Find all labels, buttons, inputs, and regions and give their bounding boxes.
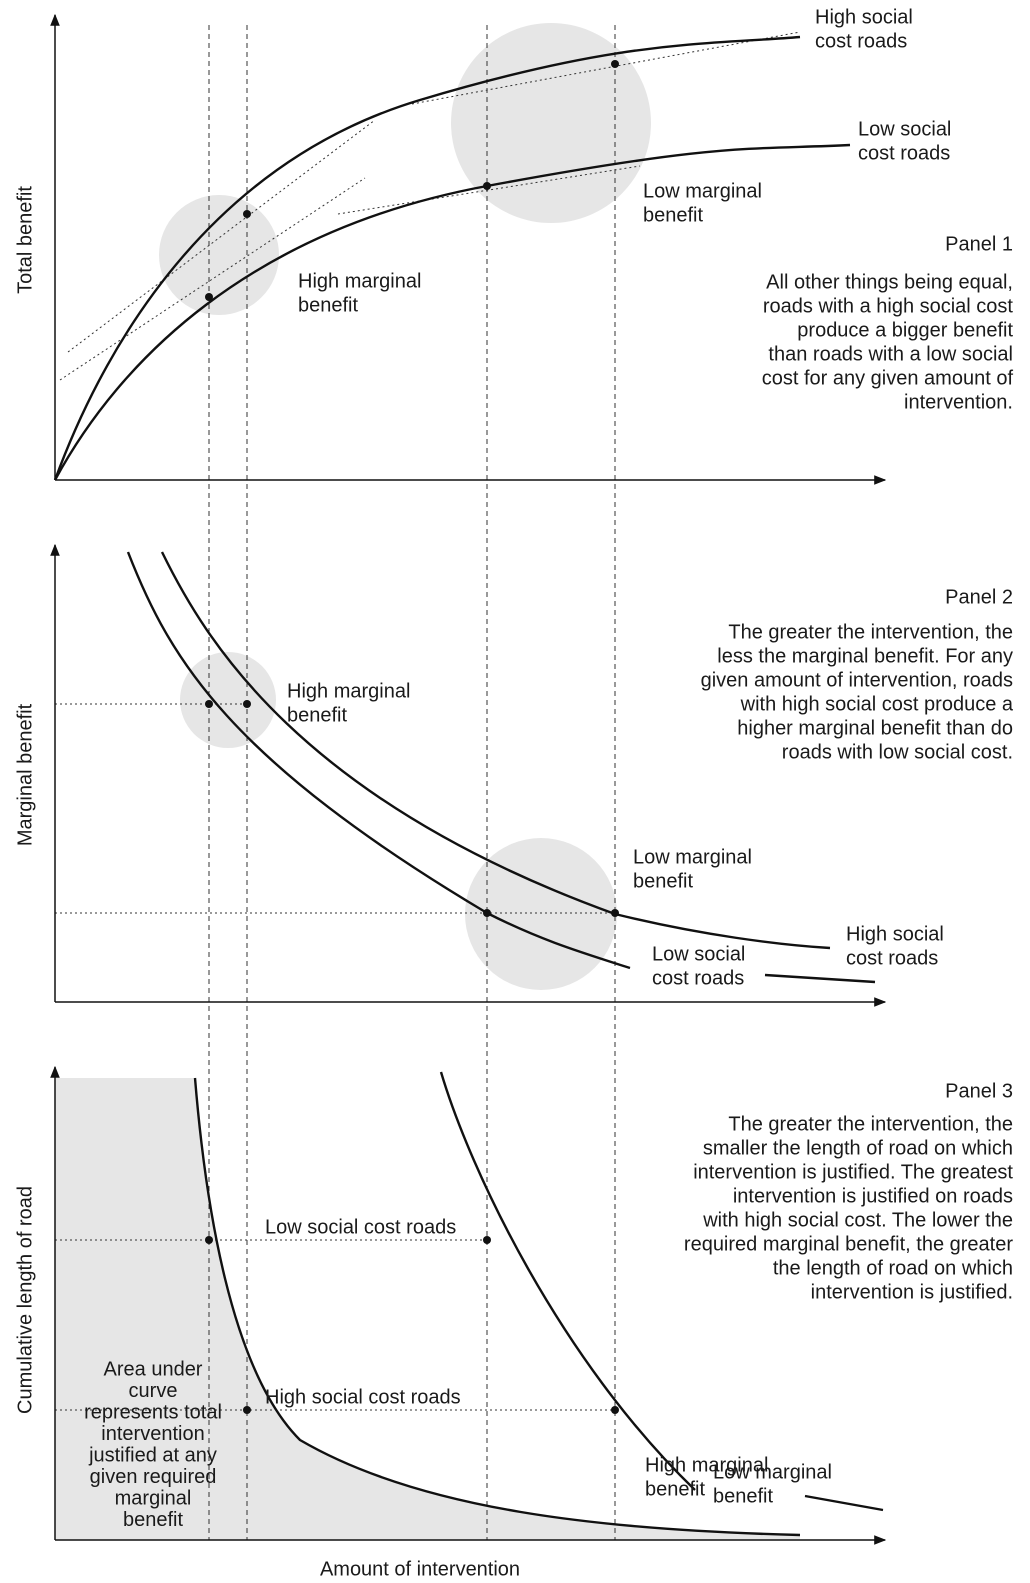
curve-label: cost roads (652, 967, 744, 989)
panel-description: intervention is justified on roads (733, 1185, 1013, 1207)
curve-label: High social (846, 923, 944, 945)
panel-description: intervention. (904, 391, 1013, 413)
curve-label: High marginal (287, 680, 410, 702)
curve-label: benefit (298, 294, 358, 316)
area-note: given required (90, 1466, 217, 1488)
panel-description: the length of road on which (773, 1257, 1013, 1279)
curve-label: High social (815, 6, 913, 28)
panel-title: Panel 3 (945, 1080, 1013, 1102)
curve-label: benefit (287, 704, 347, 726)
curve-label: benefit (643, 204, 703, 226)
panel-description: The greater the intervention, the (728, 621, 1013, 643)
area-note: represents total (84, 1401, 222, 1423)
area-note: justified at any (88, 1444, 217, 1466)
panel-description: higher marginal benefit than do (737, 717, 1013, 739)
panel-description: with high social cost produce a (740, 693, 1014, 715)
area-note: curve (129, 1380, 178, 1402)
area-note: benefit (123, 1509, 183, 1531)
curve-label: Low marginal (633, 846, 752, 868)
curve-label: Low social (652, 943, 745, 965)
panel-description: produce a bigger benefit (797, 319, 1013, 341)
curve-label: benefit (633, 870, 693, 892)
shaded-area (55, 1078, 800, 1540)
panel-description: roads with low social cost. (782, 741, 1013, 763)
panel-description: smaller the length of road on which (703, 1137, 1013, 1159)
panel-3 (50, 1065, 887, 1545)
curve-label: High marginal (645, 1454, 768, 1476)
highlight-circle (451, 23, 651, 223)
panel-description: with high social cost. The lower the (702, 1209, 1013, 1231)
panel-description: given amount of intervention, roads (701, 669, 1013, 691)
panel-description: than roads with a low social (768, 343, 1013, 365)
curve-label: High marginal (298, 270, 421, 292)
curve-label: Low marginal (713, 1461, 832, 1483)
curve-label: cost roads (846, 947, 938, 969)
highlight-circle (159, 195, 279, 315)
panel-description: roads with a high social cost (763, 295, 1014, 317)
curve-label: benefit (713, 1485, 773, 1507)
area-note: Area under (104, 1358, 203, 1380)
panel-description: cost for any given amount of (762, 367, 1014, 389)
x-axis-label: Amount of intervention (320, 1558, 520, 1580)
panel-description: intervention is justified. (811, 1281, 1013, 1303)
panel-1 (50, 13, 887, 485)
panel-title: Panel 1 (945, 233, 1013, 255)
panel-2 (50, 543, 887, 1007)
y-axis-label: Cumulative length of road (14, 1186, 36, 1414)
curve-label: High social cost roads (265, 1386, 461, 1408)
panel-title: Panel 2 (945, 586, 1013, 608)
curve-label: cost roads (858, 142, 950, 164)
panel-description: required marginal benefit, the greater (684, 1233, 1013, 1255)
panel-description: The greater the intervention, the (728, 1113, 1013, 1135)
highlight-circle (180, 652, 276, 748)
area-note: marginal (115, 1487, 192, 1509)
y-axis-label: Total benefit (14, 186, 36, 294)
curve-label: Low social cost roads (265, 1216, 456, 1238)
curve-label: cost roads (815, 30, 907, 52)
panel-description: All other things being equal, (766, 271, 1013, 293)
panel-description: less the marginal benefit. For any (717, 645, 1013, 667)
curve-label: Low social (858, 118, 951, 140)
y-axis-label: Marginal benefit (14, 703, 36, 846)
curve-label: Low marginal (643, 180, 762, 202)
curve-label: benefit (645, 1478, 705, 1500)
area-note: intervention (101, 1423, 204, 1445)
panel-description: intervention is justified. The greatest (693, 1161, 1013, 1183)
